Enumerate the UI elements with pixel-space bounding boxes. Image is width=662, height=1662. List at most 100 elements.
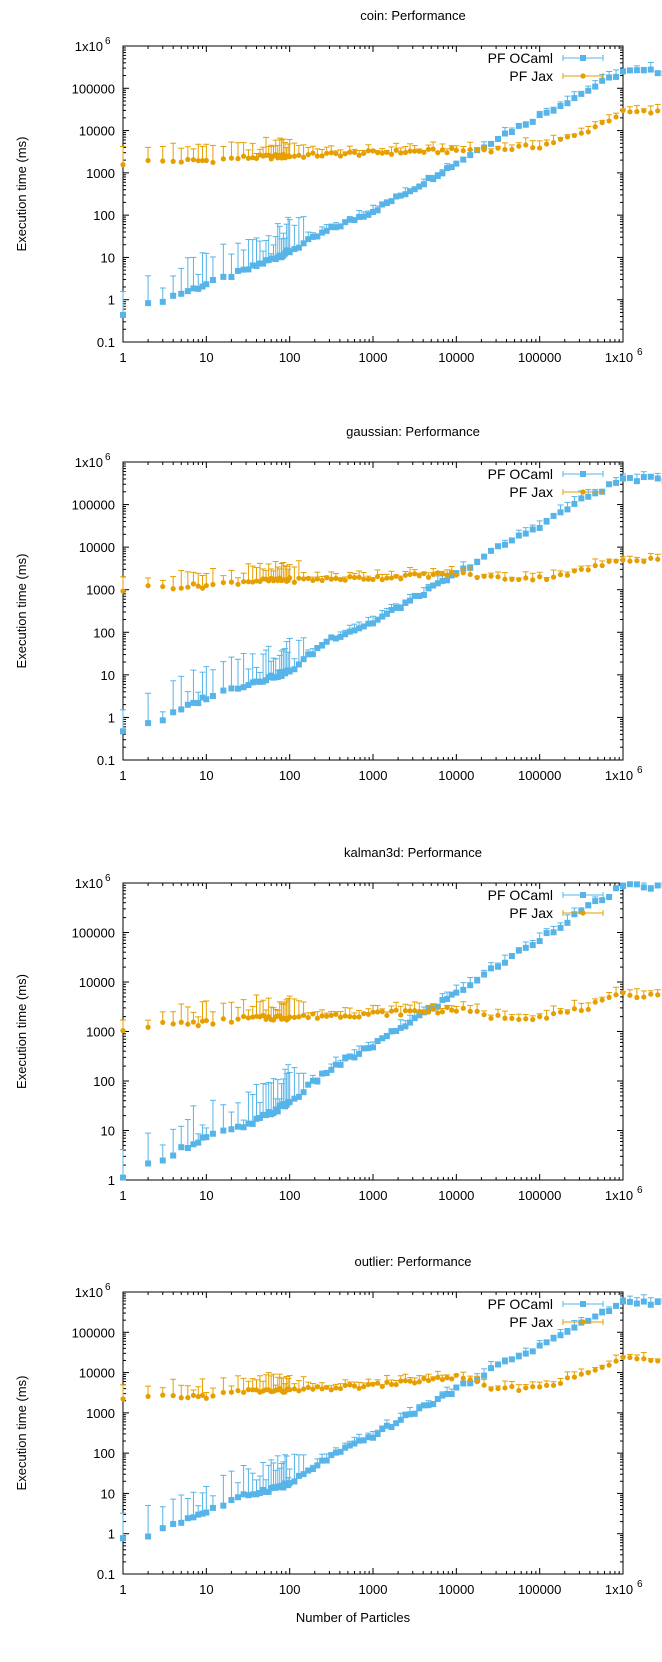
data-point-square xyxy=(356,1050,363,1057)
data-point-circle xyxy=(375,573,381,580)
data-point-circle xyxy=(388,1381,395,1388)
data-point-circle xyxy=(412,148,418,154)
data-point-circle xyxy=(190,1019,197,1025)
data-point-square xyxy=(495,543,502,550)
data-point-circle xyxy=(578,1371,584,1377)
data-point-circle xyxy=(641,558,647,565)
data-point-square xyxy=(585,1317,592,1324)
data-point-square xyxy=(145,1160,152,1167)
data-point-square xyxy=(170,292,177,299)
data-point-circle xyxy=(342,1382,348,1389)
data-point-circle xyxy=(474,1008,480,1014)
data-point-circle xyxy=(220,156,226,162)
data-point-circle xyxy=(195,583,201,589)
data-point-circle xyxy=(474,147,480,153)
data-point-square xyxy=(184,1145,191,1152)
y-tick-label: 0.1 xyxy=(97,1567,115,1582)
data-point-square xyxy=(654,70,661,77)
data-point-square xyxy=(529,526,536,533)
data-point-square xyxy=(620,475,626,482)
data-point-square xyxy=(360,623,367,630)
data-point-circle xyxy=(240,579,247,585)
data-point-square xyxy=(448,572,455,579)
data-point-square xyxy=(220,687,227,694)
data-point-square xyxy=(265,1488,272,1495)
x-tick-label: 1x10 xyxy=(605,1188,633,1203)
data-point-circle xyxy=(435,570,441,576)
data-point-circle xyxy=(287,575,293,581)
data-point-circle xyxy=(435,1010,441,1016)
data-point-square xyxy=(599,897,606,904)
y-tick-label: 1 xyxy=(108,710,115,725)
data-point-square xyxy=(453,989,460,996)
data-point-circle xyxy=(370,576,376,583)
data-point-square xyxy=(379,1035,386,1042)
data-point-square xyxy=(397,1416,404,1423)
data-point-circle xyxy=(606,118,612,124)
data-point-circle xyxy=(199,157,206,164)
data-point-square xyxy=(425,585,432,592)
data-point-square xyxy=(332,224,339,231)
data-point-square xyxy=(439,1392,446,1399)
x-tick-label: 100 xyxy=(279,350,301,365)
data-point-circle xyxy=(195,1023,201,1029)
data-point-circle xyxy=(120,588,126,594)
data-point-square xyxy=(564,1328,571,1335)
data-point-circle xyxy=(178,1395,184,1401)
data-point-circle xyxy=(160,583,166,590)
data-point-circle xyxy=(324,1013,330,1019)
data-point-square xyxy=(550,107,557,114)
data-point-circle xyxy=(291,153,298,159)
data-point-circle xyxy=(301,576,307,582)
data-point-circle xyxy=(333,150,339,157)
data-point-circle xyxy=(240,153,247,159)
data-point-circle xyxy=(379,1009,385,1015)
data-point-square xyxy=(536,938,543,945)
data-point-square xyxy=(190,285,197,292)
data-point-square xyxy=(195,700,202,707)
data-point-circle xyxy=(516,1016,522,1023)
data-point-circle xyxy=(407,1008,413,1014)
data-point-square xyxy=(488,547,495,554)
data-point-square xyxy=(383,610,390,617)
data-point-square xyxy=(626,881,633,888)
data-point-square xyxy=(402,1412,409,1419)
data-point-circle xyxy=(530,1384,536,1390)
data-point-square xyxy=(467,1380,474,1387)
data-point-square xyxy=(543,518,550,525)
series-pf-jax xyxy=(120,1352,662,1402)
data-point-square xyxy=(209,693,216,700)
data-point-circle xyxy=(365,1381,371,1388)
data-point-circle xyxy=(319,153,325,159)
data-point-square xyxy=(337,1061,344,1068)
data-point-square xyxy=(599,1309,606,1316)
data-point-circle xyxy=(314,1384,320,1390)
data-point-circle xyxy=(421,149,427,155)
data-point-circle xyxy=(190,581,197,587)
data-point-circle xyxy=(550,574,557,580)
data-point-circle xyxy=(530,145,536,151)
data-point-square xyxy=(488,965,495,972)
data-point-square xyxy=(351,627,358,634)
data-point-circle xyxy=(620,107,626,114)
data-point-circle xyxy=(260,1012,266,1018)
data-point-square xyxy=(430,176,437,183)
data-point-circle xyxy=(444,150,450,156)
data-point-square xyxy=(195,1139,202,1146)
data-point-circle xyxy=(544,1015,550,1021)
data-point-circle xyxy=(592,999,598,1005)
data-point-circle xyxy=(324,1384,330,1391)
data-point-circle xyxy=(544,1382,550,1388)
data-point-circle xyxy=(416,573,422,579)
legend-marker-circle xyxy=(580,910,586,916)
data-point-square xyxy=(481,971,488,978)
data-point-square xyxy=(360,1045,367,1052)
data-point-square xyxy=(571,1324,578,1331)
data-point-square xyxy=(178,1519,185,1526)
data-point-square xyxy=(300,240,307,247)
data-point-circle xyxy=(564,1375,571,1381)
data-point-circle xyxy=(516,1387,522,1394)
data-point-square xyxy=(184,288,191,295)
series-pf-ocaml xyxy=(120,471,662,735)
data-point-square xyxy=(411,1015,418,1022)
